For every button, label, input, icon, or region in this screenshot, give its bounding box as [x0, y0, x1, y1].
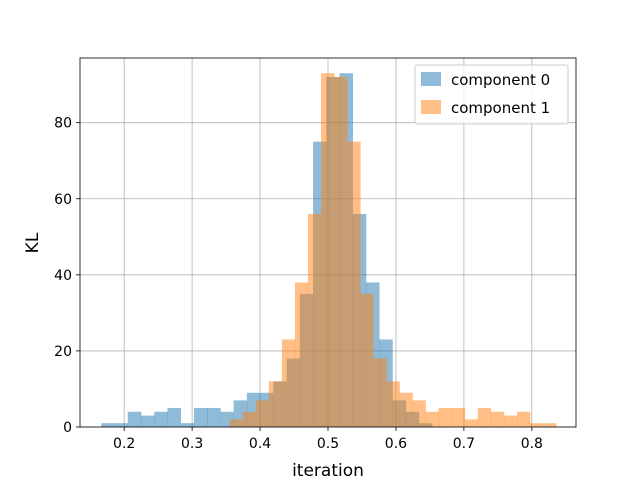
- bar-component-1: [334, 77, 348, 427]
- bar-component-1: [373, 358, 387, 427]
- bar-component-1: [517, 411, 531, 427]
- legend-box: [414, 64, 569, 125]
- bar-component-1: [255, 400, 270, 427]
- bar-component-1: [360, 293, 374, 427]
- bar-component-0: [167, 407, 181, 427]
- x-tick-label: 0.7: [453, 436, 475, 452]
- y-tick-label: 40: [54, 268, 72, 284]
- bar-component-1: [490, 411, 505, 427]
- x-tick-label: 0.4: [249, 436, 271, 452]
- bar-component-1: [321, 73, 335, 427]
- bar-component-1: [242, 411, 257, 427]
- bar-component-1: [464, 419, 479, 427]
- bar-component-1: [412, 400, 426, 427]
- legend: component 0 component 1: [414, 64, 569, 125]
- y-tick-label: 80: [54, 116, 72, 132]
- bar-component-1: [425, 411, 439, 427]
- x-tick-label: 0.5: [317, 436, 339, 452]
- legend-label-component-0: component 0: [451, 71, 550, 89]
- bar-component-0: [127, 411, 142, 427]
- y-tick-label: 0: [63, 420, 72, 436]
- bar-component-1: [451, 407, 466, 427]
- bar-component-1: [438, 407, 452, 427]
- bar-component-1: [268, 381, 283, 427]
- bar-component-0: [207, 407, 221, 427]
- bar-component-1: [477, 407, 492, 427]
- bar-component-0: [154, 411, 168, 427]
- bar-component-1: [543, 423, 557, 427]
- bar-component-1: [530, 423, 544, 427]
- bar-component-1: [386, 381, 400, 427]
- ticks: 0.2 0.3 0.4 0.5 0.6 0.7 0.8 0 20 40 60 80: [54, 116, 543, 452]
- bar-component-0: [114, 423, 129, 427]
- bar-component-0: [180, 423, 195, 427]
- y-tick-label: 60: [54, 192, 72, 208]
- legend-swatch-component-1: [421, 100, 441, 114]
- x-tick-label: 0.3: [181, 436, 203, 452]
- bar-component-1: [399, 392, 413, 427]
- y-tick-label: 20: [54, 344, 72, 360]
- bar-component-1: [294, 282, 309, 427]
- bars: [101, 73, 557, 427]
- x-tick-label: 0.2: [113, 436, 135, 452]
- x-tick-label: 0.8: [521, 436, 543, 452]
- bar-component-1: [281, 339, 296, 427]
- bar-component-1: [347, 141, 361, 427]
- bar-component-0: [101, 423, 115, 427]
- x-tick-label: 0.6: [385, 436, 407, 452]
- bar-component-1: [229, 419, 244, 427]
- y-axis-label: KL: [23, 232, 43, 253]
- x-axis-label: iteration: [292, 461, 364, 480]
- legend-swatch-component-0: [421, 72, 441, 86]
- legend-label-component-1: component 1: [451, 99, 550, 117]
- bar-component-1: [308, 213, 322, 427]
- bar-component-1: [503, 415, 518, 427]
- bar-component-0: [140, 415, 155, 427]
- bar-component-0: [193, 407, 208, 427]
